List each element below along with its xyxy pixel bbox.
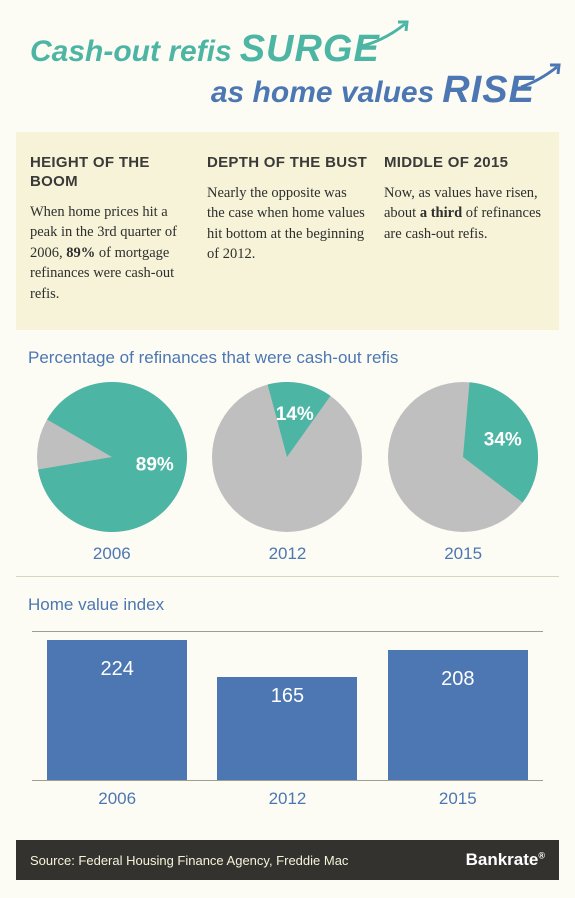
pie-section-title: Percentage of refinances that were cash-…: [0, 330, 575, 376]
pie-chart-2015: 34%: [388, 382, 538, 532]
bar-labels: 2006 2012 2015: [32, 789, 543, 809]
bar-year-label: 2012: [217, 789, 357, 809]
pie-year-label: 2006: [37, 544, 187, 564]
header: Cash-out refis SURGE as home values RISE: [0, 0, 575, 132]
svg-text:14%: 14%: [276, 405, 314, 426]
bar-section-title: Home value index: [0, 577, 575, 623]
bar-year-label: 2006: [47, 789, 187, 809]
surge-arrow-icon: [360, 16, 420, 50]
column-boom: HEIGHT OF THE BOOM When home prices hit …: [30, 154, 191, 304]
bar-value: 208: [441, 668, 474, 691]
rise-arrow-icon: [519, 61, 569, 91]
column-heading: HEIGHT OF THE BOOM: [30, 154, 191, 192]
bar-area: 224 165 208: [32, 631, 543, 781]
title-part1b: SURGE: [240, 28, 380, 71]
brand-logo: Bankrate®: [466, 850, 545, 870]
bar-year-label: 2015: [388, 789, 528, 809]
column-body: When home prices hit a peak in the 3rd q…: [30, 202, 191, 305]
bar: 208: [388, 650, 528, 780]
column-body: Nearly the opposite was the case when ho…: [207, 183, 368, 265]
info-columns: HEIGHT OF THE BOOM When home prices hit …: [16, 132, 559, 330]
footer: Source: Federal Housing Finance Agency, …: [16, 840, 559, 880]
pie-year-label: 2012: [212, 544, 362, 564]
column-bust: DEPTH OF THE BUST Nearly the opposite wa…: [207, 154, 368, 304]
pie-chart-2006: 89%: [37, 382, 187, 532]
pie-wrap: 14% 2012: [212, 382, 362, 564]
bar: 224: [47, 640, 187, 780]
title-line-2: as home values RISE: [30, 69, 545, 112]
bar-value: 224: [100, 658, 133, 681]
title-line-1: Cash-out refis SURGE: [30, 28, 545, 71]
svg-text:89%: 89%: [136, 455, 174, 476]
source-text: Source: Federal Housing Finance Agency, …: [30, 853, 348, 868]
bar-value: 165: [271, 685, 304, 708]
title-part1a: Cash-out refis: [30, 35, 232, 69]
pie-wrap: 34% 2015: [388, 382, 538, 564]
column-heading: MIDDLE OF 2015: [384, 154, 545, 173]
pie-row: 89% 2006 14% 2012 34% 2015: [16, 376, 559, 577]
bar-chart: 224 165 208 2006 2012 2015: [16, 623, 559, 823]
title-part2b: RISE: [442, 69, 535, 112]
svg-text:34%: 34%: [484, 430, 522, 451]
column-2015: MIDDLE OF 2015 Now, as values have risen…: [384, 154, 545, 304]
column-body: Now, as values have risen, about a third…: [384, 183, 545, 245]
pie-year-label: 2015: [388, 544, 538, 564]
title-part2a: as home values: [211, 76, 434, 110]
pie-wrap: 89% 2006: [37, 382, 187, 564]
pie-chart-2012: 14%: [212, 382, 362, 532]
column-heading: DEPTH OF THE BUST: [207, 154, 368, 173]
bar: 165: [217, 677, 357, 780]
